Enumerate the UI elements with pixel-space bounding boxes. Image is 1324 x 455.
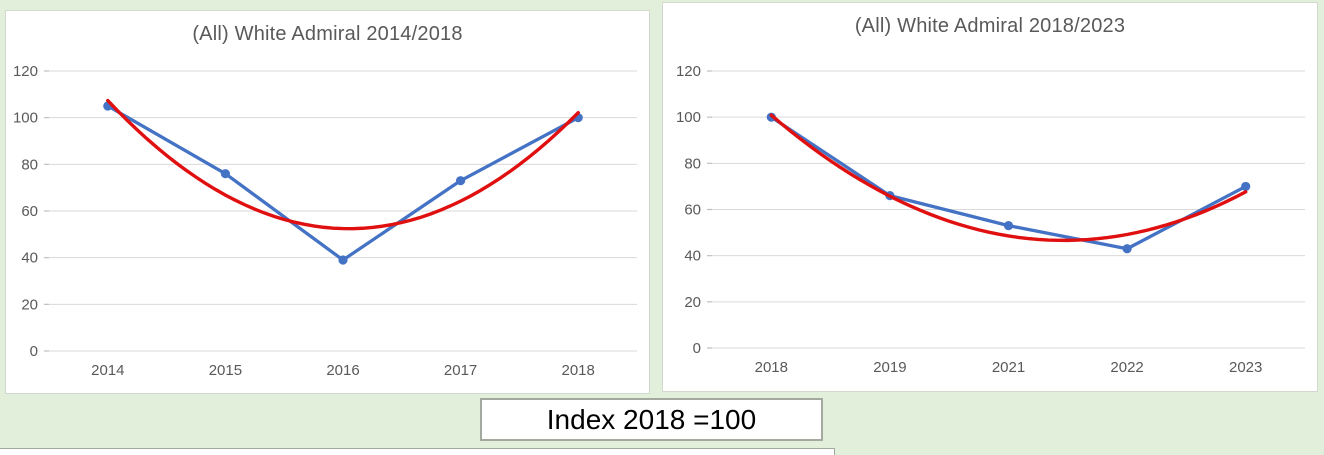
x-tick-label: 2017 <box>444 362 477 379</box>
y-tick-label: 60 <box>21 203 38 220</box>
y-tick-label: 120 <box>676 63 701 80</box>
y-tick-label: 80 <box>684 155 701 172</box>
series-marker <box>1003 221 1014 231</box>
chart-panel-2014-2018[interactable]: (All) White Admiral 2014/2018 0 20 40 60 80 1… <box>5 10 650 394</box>
x-tick-label: 2023 <box>1229 359 1262 376</box>
y-tick-label: 60 <box>684 202 701 219</box>
series-marker <box>220 169 230 179</box>
chart-panel-2018-2023[interactable]: (All) White Admiral 2018/2023 0 20 40 60 80 1… <box>662 2 1318 392</box>
y-tick-label: 40 <box>21 250 38 267</box>
y-tick-label: 0 <box>30 343 38 360</box>
x-tick-label: 2021 <box>992 359 1025 376</box>
x-tick-label: 2022 <box>1110 359 1143 376</box>
x-tick-label: 2015 <box>209 362 242 379</box>
y-tick-label: 0 <box>693 340 701 357</box>
x-tick-label: 2018 <box>755 359 788 376</box>
series-marker <box>1122 244 1132 254</box>
series-marker <box>1241 181 1251 192</box>
chart-plot-area: 0 20 40 60 80 100 120 2018 2019 2021 2022 2023 <box>676 63 1305 376</box>
y-tick-label: 20 <box>21 296 38 313</box>
x-tick-label: 2019 <box>873 359 906 376</box>
chart-plot-area: 0 20 40 60 80 100 120 2014 2015 2016 2017 2018 <box>13 63 637 379</box>
trendline-curve <box>106 98 580 231</box>
trendline-curve <box>769 113 1248 243</box>
series-marker <box>338 255 348 265</box>
series-marker <box>456 176 466 186</box>
y-tick-label: 80 <box>21 156 38 173</box>
y-tick-label: 20 <box>684 294 701 311</box>
series-line <box>106 104 580 262</box>
x-tick-label: 2014 <box>91 362 124 379</box>
y-tick-label: 120 <box>13 63 38 80</box>
index-note-textbox[interactable]: Index 2018 =100 <box>480 398 823 441</box>
partial-element-bottom-edge <box>0 448 835 455</box>
index-note-text: Index 2018 =100 <box>546 404 757 435</box>
y-tick-label: 40 <box>684 248 701 265</box>
x-tick-label: 2016 <box>326 362 359 379</box>
x-tick-label: 2018 <box>562 362 595 379</box>
chart-title: (All) White Admiral 2014/2018 <box>192 23 463 45</box>
chart-title: (All) White Admiral 2018/2023 <box>854 15 1126 37</box>
y-tick-label: 100 <box>676 109 701 126</box>
y-tick-label: 100 <box>13 110 38 127</box>
